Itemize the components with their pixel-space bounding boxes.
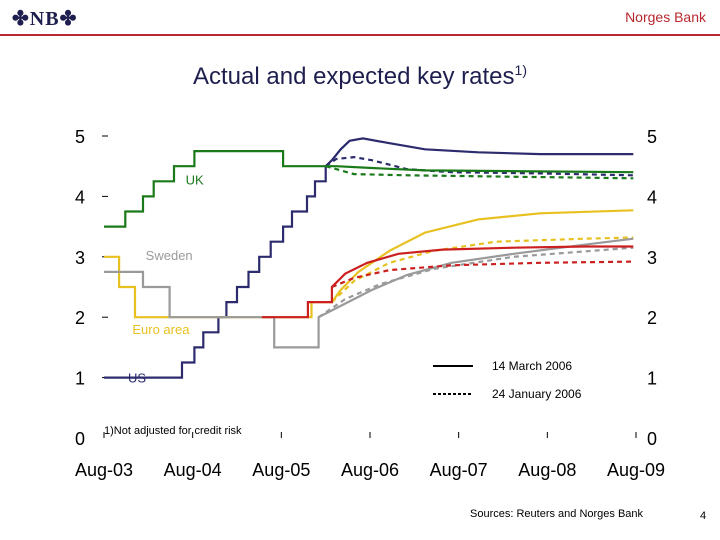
series-line-uk-dotted <box>325 165 634 180</box>
series-label-sweden: Sweden <box>146 248 193 263</box>
series-line-norway-solid <box>261 245 634 319</box>
series-line-uk-solid <box>104 150 634 228</box>
series-line-sweden-solid <box>104 237 634 349</box>
logo-text: NB <box>29 8 60 30</box>
series-line-norway-dotted <box>331 260 634 289</box>
header-rule <box>0 34 720 36</box>
y-tick-label-left: 3 <box>75 248 85 268</box>
series-label-euro-area: Euro area <box>132 322 190 337</box>
y-tick-label-left: 2 <box>75 308 85 328</box>
chart-footnote: 1)Not adjusted for credit risk <box>104 425 242 437</box>
norges-bank-logo: ✤NB✤ <box>12 8 78 30</box>
x-tick-label: Aug-09 <box>607 460 665 480</box>
legend-label: 14 March 2006 <box>492 359 572 373</box>
x-tick-label: Aug-03 <box>75 460 133 480</box>
y-tick-label-left: 0 <box>75 429 85 449</box>
title-footnote-mark: 1) <box>514 62 527 78</box>
y-tick-label-left: 5 <box>75 127 85 147</box>
series-line-sweden-dotted <box>317 246 634 319</box>
series-label-us: US <box>128 370 146 385</box>
x-tick-label: Aug-06 <box>341 460 399 480</box>
series-line-euro-area-solid <box>104 209 634 319</box>
chart-axes: 5 4 3 2 1 0 5 4 3 2 1 0 Aug-03 Aug-04 Aug-05 Aug-06 Aug-… <box>75 127 665 480</box>
y-tick-label-left: 4 <box>75 187 85 207</box>
legend-label: 24 January 2006 <box>492 387 582 401</box>
y-tick-label-right: 5 <box>647 127 657 147</box>
chart-labels: UK Sweden Euro area US 1)Not adjusted for cr… <box>104 172 242 437</box>
chart-legend: 14 March 2006 24 January 2006 <box>433 359 582 401</box>
x-tick-label: Aug-08 <box>518 460 576 480</box>
chart-title: Actual and expected key rates1) <box>0 62 720 91</box>
bank-name: Norges Bank <box>625 9 706 25</box>
x-tick-label: Aug-04 <box>164 460 222 480</box>
chart-title-text: Actual and expected key rates <box>193 63 515 90</box>
x-tick-label: Aug-07 <box>430 460 488 480</box>
y-tick-label-right: 4 <box>647 187 657 207</box>
y-tick-label-right: 0 <box>647 429 657 449</box>
sources-note: Sources: Reuters and Norges Bank <box>470 508 644 520</box>
chart-lines <box>104 137 634 379</box>
series-line-us-solid <box>104 137 634 379</box>
y-tick-label-left: 1 <box>75 369 85 389</box>
series-line-us-dotted <box>325 155 634 177</box>
series-label-uk: UK <box>186 172 204 187</box>
y-tick-label-right: 2 <box>647 308 657 328</box>
series-line-euro-area-dotted <box>331 236 634 303</box>
y-tick-label-right: 3 <box>647 248 657 268</box>
page-number: 4 <box>700 510 707 522</box>
x-tick-label: Aug-05 <box>252 460 310 480</box>
y-tick-label-right: 1 <box>647 369 657 389</box>
